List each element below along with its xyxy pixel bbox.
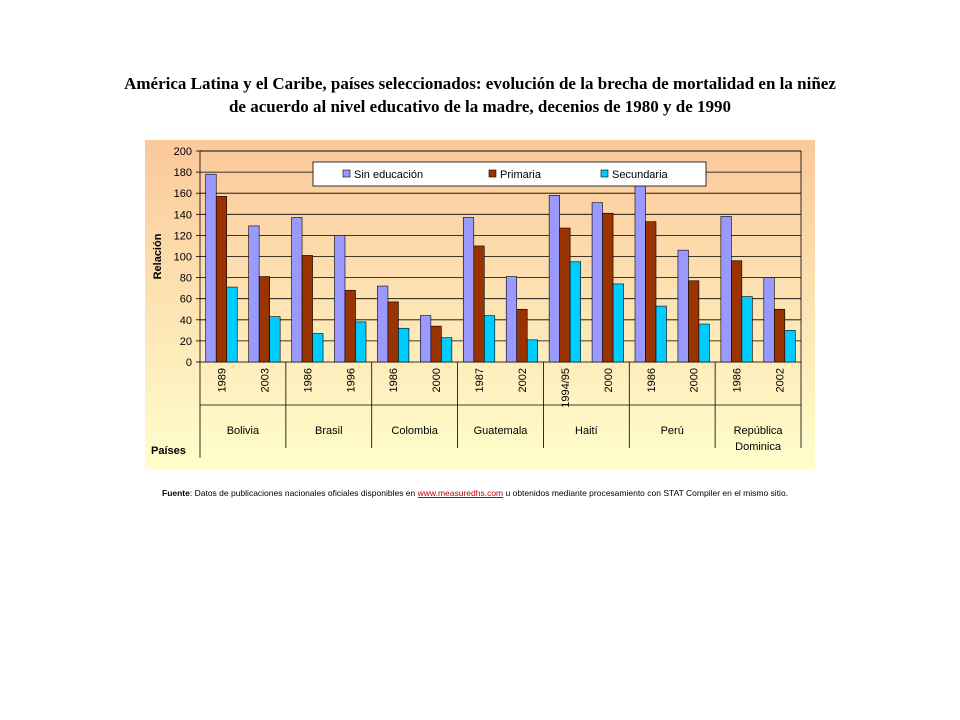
- bar-secundaria: [741, 296, 753, 363]
- x-tick-label: 2000: [603, 368, 615, 392]
- legend-swatch: [600, 169, 609, 178]
- bar-secundaria: [526, 339, 539, 363]
- x-tick-label: 1996: [345, 368, 357, 392]
- plot-border: [199, 150, 802, 363]
- bar-sin-educacion: [548, 195, 560, 363]
- source-text-before: : Datos de publicaciones nacionales ofic…: [189, 488, 418, 498]
- y-tick-label: 80: [180, 273, 192, 285]
- bar-secundaria: [698, 323, 710, 363]
- x-axis-title: Países: [151, 445, 186, 457]
- group-label: Dominica: [735, 441, 782, 453]
- y-tick-label: 100: [174, 252, 192, 264]
- bar-sin-educacion: [420, 315, 432, 363]
- bar-primaria: [473, 245, 485, 363]
- y-tick-label: 120: [174, 230, 192, 242]
- group-label: Perú: [661, 425, 684, 437]
- y-tick-label: 160: [174, 188, 192, 200]
- x-tick-label: 1986: [388, 368, 400, 392]
- y-tick-label: 40: [180, 315, 192, 327]
- x-tick-label: 2003: [259, 368, 271, 392]
- chart-area: 0 20 40 60 80 100 120 140 160 180 200 1989 2003 1986 1…: [145, 140, 815, 470]
- bar-primaria: [215, 196, 228, 363]
- group-label: República: [734, 425, 784, 437]
- x-tick-label: 1989: [216, 368, 228, 392]
- group-label: Bolivia: [227, 425, 260, 437]
- bar-primaria: [688, 280, 700, 363]
- bar-secundaria: [398, 327, 410, 363]
- x-tick-label: 1986: [732, 368, 744, 392]
- y-axis-title: Relación: [152, 233, 164, 279]
- bar-secundaria: [655, 305, 667, 363]
- legend-swatch: [342, 169, 351, 178]
- bar-secundaria: [784, 330, 796, 363]
- x-tick-label: 1987: [474, 368, 486, 392]
- bar-chart: 0 20 40 60 80 100 120 140 160 180 200 1989 2003 1986 1…: [145, 140, 815, 470]
- source-link[interactable]: www.measuredhs.com: [417, 488, 504, 498]
- bar-primaria: [731, 260, 743, 363]
- bar-primaria: [602, 212, 614, 363]
- bar-secundaria: [441, 337, 453, 363]
- bar-sin-educacion: [377, 285, 389, 363]
- bar-secundaria: [226, 286, 238, 363]
- group-label: Haití: [575, 425, 598, 437]
- x-tick-label: 1986: [302, 368, 314, 392]
- bar-primaria: [559, 227, 571, 363]
- bar-sin-educacion: [677, 249, 689, 363]
- bar-sin-educacion: [720, 216, 732, 363]
- chart-title-line-1: América Latina y el Caribe, países selec…: [124, 74, 836, 93]
- bar-sin-educacion: [462, 217, 475, 363]
- bar-sin-educacion: [763, 277, 775, 363]
- bar-primaria: [387, 301, 399, 363]
- bar-sin-educacion: [248, 225, 260, 363]
- bar-primaria: [258, 276, 270, 363]
- group-label: Brasil: [315, 425, 343, 437]
- x-tick-label: 1986: [646, 368, 658, 392]
- group-label: Guatemala: [474, 425, 529, 437]
- legend-label: Secundaria: [612, 169, 669, 181]
- bar-secundaria: [269, 316, 281, 363]
- x-tick-label: 1994/95: [560, 368, 572, 408]
- legend-swatch: [488, 169, 497, 178]
- bar-primaria: [773, 308, 786, 363]
- bar-sin-educacion: [291, 217, 303, 363]
- bar-sin-educacion: [634, 184, 646, 363]
- bar-secundaria: [312, 333, 324, 363]
- x-tick-label: 2002: [517, 368, 529, 392]
- y-tick-label: 200: [174, 146, 192, 158]
- source-label: Fuente: [162, 488, 190, 498]
- x-tick-label: 2000: [689, 368, 701, 392]
- y-tick-label: 180: [174, 167, 192, 179]
- legend-box: [312, 161, 707, 187]
- x-tick-label: 2002: [775, 368, 787, 392]
- bar-sin-educacion: [505, 276, 518, 363]
- legend-label: Primaria: [500, 169, 542, 181]
- bar-secundaria: [612, 283, 624, 363]
- group-label: Colombia: [391, 425, 438, 437]
- chart-title: América Latina y el Caribe, países selec…: [40, 72, 920, 118]
- source-note: Fuente: Datos de publicaciones nacionale…: [162, 488, 812, 499]
- chart-title-line-2: de acuerdo al nivel educativo de la madr…: [228, 97, 732, 116]
- x-tick-label: 2000: [431, 368, 443, 392]
- y-tick-label: 0: [186, 357, 192, 369]
- bar-primaria: [430, 325, 442, 363]
- legend-label: Sin educación: [354, 169, 423, 181]
- bar-primaria: [516, 308, 528, 363]
- bar-primaria: [301, 255, 313, 363]
- source-text-after: u obtenidos mediante procesamiento con S…: [503, 488, 789, 498]
- bar-sin-educacion: [591, 202, 603, 363]
- bar-primaria: [645, 221, 657, 363]
- bar-secundaria: [483, 315, 496, 363]
- bar-primaria: [344, 289, 356, 363]
- bar-secundaria: [569, 261, 581, 363]
- bar-sin-educacion: [334, 235, 346, 363]
- bar-sin-educacion: [205, 173, 217, 363]
- y-tick-label: 60: [180, 294, 192, 306]
- y-tick-label: 20: [180, 336, 192, 348]
- bar-secundaria: [355, 321, 367, 363]
- y-tick-label: 140: [174, 209, 192, 221]
